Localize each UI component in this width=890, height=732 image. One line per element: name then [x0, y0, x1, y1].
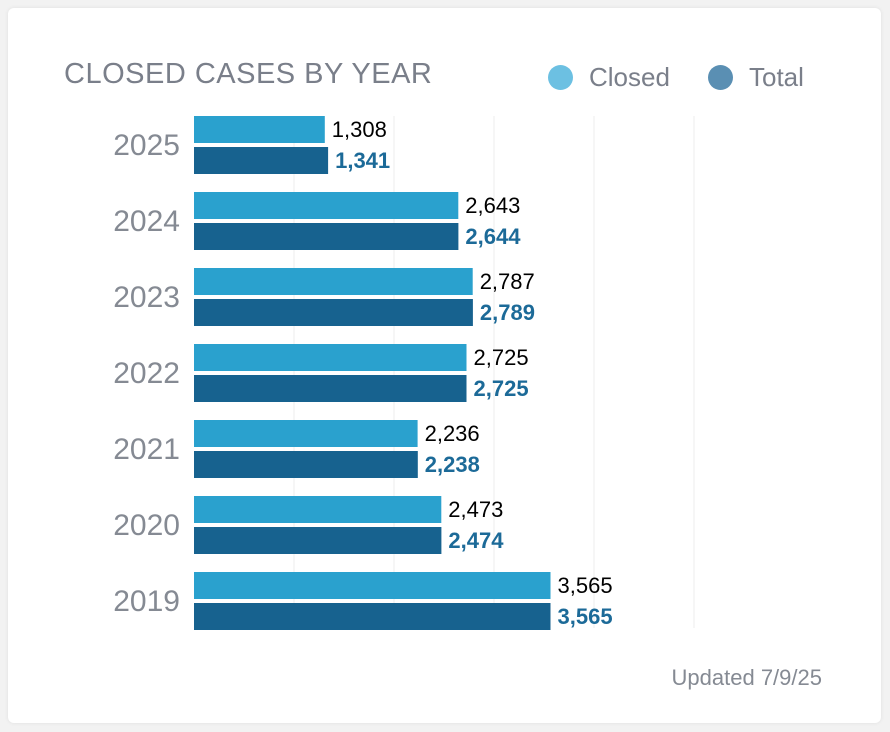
bar-total-2022 [194, 375, 467, 402]
legend: Closed Total [548, 62, 848, 92]
bar-closed-2020 [194, 496, 442, 523]
category-label-2024: 2024 [113, 205, 180, 238]
data-label-total-2024: 2,644 [465, 224, 521, 249]
category-label-2023: 2023 [113, 281, 180, 314]
category-label-2021: 2021 [113, 433, 180, 466]
updated-timestamp: Updated 7/9/25 [671, 665, 822, 690]
category-label-2020: 2020 [113, 509, 180, 542]
data-label-closed-2019: 3,565 [558, 573, 613, 598]
legend-item-total[interactable]: Total [708, 62, 804, 93]
data-label-closed-2021: 2,236 [425, 421, 480, 446]
bar-total-2025 [194, 147, 329, 174]
legend-label-total: Total [749, 62, 804, 92]
bar-closed-2021 [194, 420, 418, 447]
bar-closed-2023 [194, 268, 473, 295]
data-label-total-2021: 2,238 [425, 452, 480, 477]
data-label-total-2020: 2,474 [448, 528, 504, 553]
legend-label-closed: Closed [589, 62, 670, 92]
bar-total-2021 [194, 451, 418, 478]
bar-closed-2022 [194, 344, 467, 371]
data-label-closed-2022: 2,725 [474, 345, 529, 370]
data-label-total-2025: 1,341 [335, 148, 390, 173]
data-label-closed-2025: 1,308 [332, 117, 387, 142]
bar-total-2019 [194, 603, 551, 630]
category-label-2019: 2019 [113, 585, 180, 618]
legend-swatch-total [708, 65, 733, 90]
data-label-total-2023: 2,789 [480, 300, 535, 325]
bar-total-2023 [194, 299, 473, 326]
category-label-2022: 2022 [113, 357, 180, 390]
legend-swatch-closed [548, 65, 573, 90]
legend-item-closed[interactable]: Closed [548, 62, 670, 93]
bar-total-2024 [194, 223, 459, 250]
bar-closed-2024 [194, 192, 459, 219]
bar-closed-2025 [194, 116, 325, 143]
data-label-closed-2020: 2,473 [448, 497, 503, 522]
category-label-2025: 2025 [113, 129, 180, 162]
bar-closed-2019 [194, 572, 551, 599]
chart-title: CLOSED CASES BY YEAR [64, 58, 433, 90]
data-label-total-2019: 3,565 [558, 604, 613, 629]
bar-total-2020 [194, 527, 442, 554]
data-label-closed-2024: 2,643 [465, 193, 520, 218]
data-label-total-2022: 2,725 [474, 376, 529, 401]
data-label-closed-2023: 2,787 [480, 269, 535, 294]
